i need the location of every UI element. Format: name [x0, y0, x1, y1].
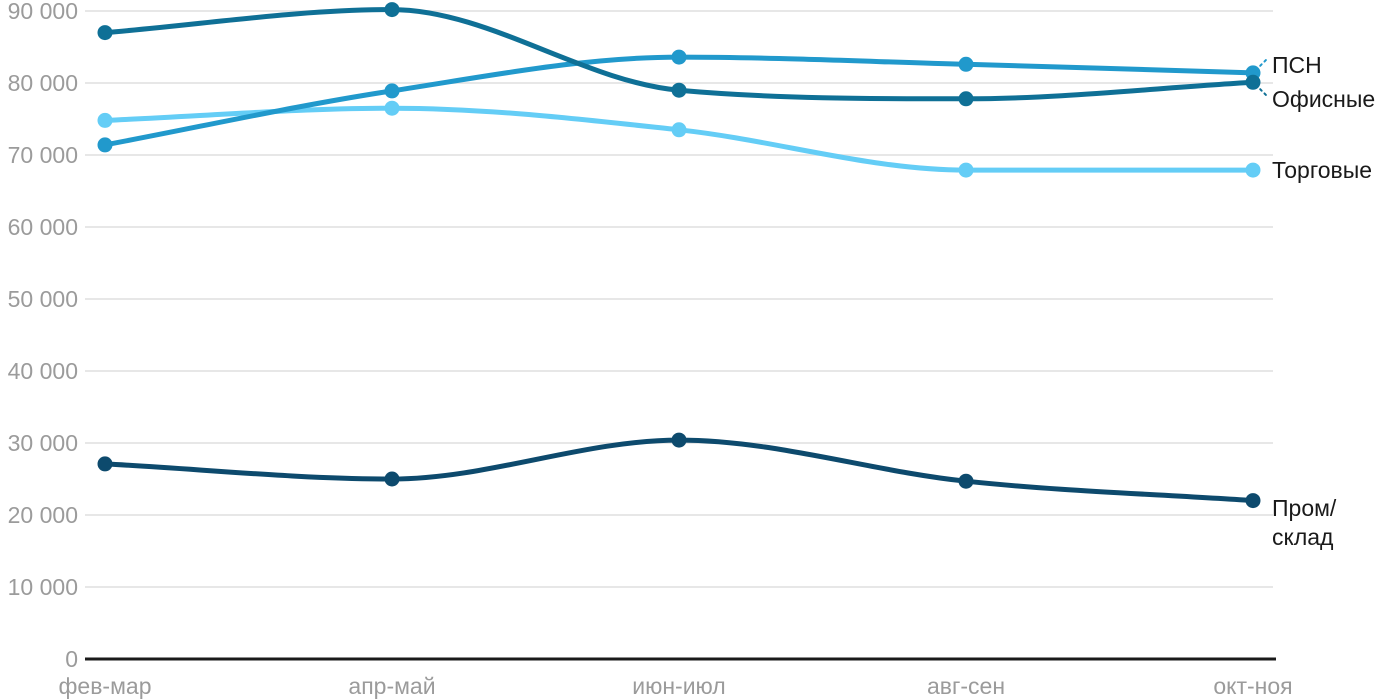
data-point [958, 91, 974, 107]
series-label: Офисные [1272, 86, 1375, 112]
y-tick-label: 90 000 [8, 0, 78, 24]
series-group [97, 2, 1261, 509]
data-point [1245, 493, 1261, 509]
data-point [671, 49, 687, 65]
series-label: Пром/склад [1272, 495, 1337, 550]
y-tick-label: 50 000 [8, 286, 78, 312]
y-tick-label: 30 000 [8, 430, 78, 456]
series-label: ПСН [1272, 52, 1322, 78]
data-point [958, 473, 974, 489]
gridlines-group [85, 10, 1273, 588]
data-point [1245, 74, 1261, 90]
x-tick-labels-group: фев-мар апр-май июн-июл авг-сен окт-ноя [59, 673, 1293, 699]
data-point [384, 100, 400, 116]
series-ПСН [97, 49, 1261, 153]
data-point [671, 122, 687, 138]
series-line [102, 437, 1256, 504]
x-tick-label: апр-май [348, 673, 435, 699]
data-point [97, 112, 113, 128]
series-Пром/склад [97, 432, 1261, 509]
leader-line [1255, 84, 1269, 98]
data-point [671, 82, 687, 98]
series-label: Торговые [1272, 157, 1372, 183]
data-point [958, 162, 974, 178]
y-tick-label: 0 [65, 646, 78, 672]
leader-line [1255, 57, 1269, 71]
data-point [97, 456, 113, 472]
y-tick-label: 80 000 [8, 70, 78, 96]
data-point [384, 83, 400, 99]
y-tick-label: 60 000 [8, 214, 78, 240]
data-point [384, 2, 400, 18]
data-point [97, 137, 113, 153]
series-labels-group: Торговые ПСН Офисные Пром/склад [1255, 52, 1375, 550]
data-point [958, 56, 974, 72]
data-point [671, 432, 687, 448]
x-tick-label: авг-сен [927, 673, 1005, 699]
y-tick-label: 10 000 [8, 574, 78, 600]
series-line [102, 105, 1256, 173]
data-point [97, 25, 113, 41]
data-point [384, 471, 400, 487]
x-tick-label: фев-мар [59, 673, 152, 699]
data-point [1245, 162, 1261, 178]
y-tick-label: 70 000 [8, 142, 78, 168]
series-Торговые [97, 100, 1261, 178]
x-tick-label: июн-июл [632, 673, 725, 699]
y-tick-labels-group: 0 10 000 20 000 30 000 40 000 50 000 60 000 70 … [8, 0, 78, 672]
x-tick-label: окт-ноя [1213, 673, 1292, 699]
y-tick-label: 40 000 [8, 358, 78, 384]
y-tick-label: 20 000 [8, 502, 78, 528]
